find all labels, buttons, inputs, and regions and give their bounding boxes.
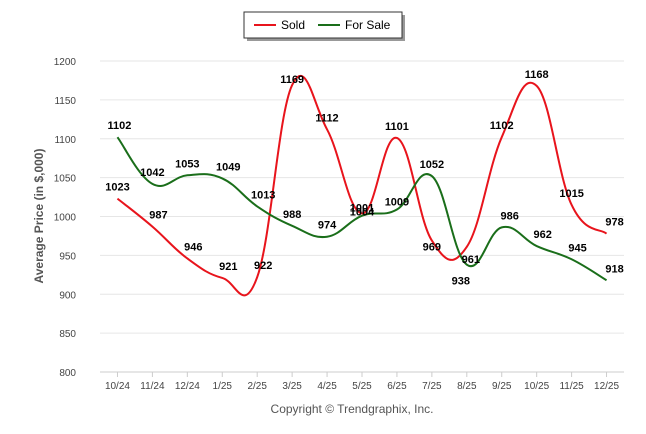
series-lines: [116, 75, 608, 297]
y-tick-label: 900: [59, 290, 76, 301]
y-tick-label: 1100: [54, 135, 76, 146]
x-tick-label: 12/25: [594, 381, 619, 392]
data-label-for-sale: 918: [605, 263, 623, 275]
series-line-sold: [116, 75, 608, 297]
data-label-for-sale: 1009: [385, 197, 409, 209]
data-label-for-sale: 1052: [420, 159, 444, 171]
x-tick-label: 10/24: [105, 381, 130, 392]
data-label-for-sale: 1049: [216, 161, 240, 173]
y-axis-ticks: 800 850 900 950 1000 1050 1100 1150 1200: [54, 57, 77, 379]
y-tick-label: 1200: [54, 57, 77, 68]
legend-label-for-sale: For Sale: [345, 18, 391, 32]
data-label-sold: 921: [219, 261, 237, 273]
x-tick-label: 6/25: [387, 381, 407, 392]
y-tick-label: 1050: [54, 174, 77, 185]
y-tick-label: 800: [59, 368, 76, 379]
data-label-for-sale: 945: [568, 242, 586, 254]
data-label-sold: 946: [184, 241, 202, 253]
x-axis-ticks: 10/24 11/24 12/24 1/25 2/25 3/25 4/25 5/25 6/25 7…: [105, 372, 619, 392]
data-label-for-sale: 988: [283, 209, 301, 221]
x-tick-label: 1/25: [213, 381, 233, 392]
x-tick-label: 4/25: [317, 381, 337, 392]
data-label-sold: 978: [605, 217, 623, 229]
y-tick-label: 1000: [54, 213, 77, 224]
data-label-for-sale: 1001: [350, 203, 374, 215]
y-tick-label: 950: [59, 251, 76, 262]
data-label-sold: 961: [462, 254, 480, 266]
data-label-for-sale: 974: [318, 220, 337, 232]
series-line-for-sale: [116, 136, 608, 282]
data-label-sold: 1112: [315, 112, 338, 124]
data-label-for-sale: 1102: [108, 120, 132, 132]
x-tick-label: 2/25: [247, 381, 267, 392]
x-tick-label: 12/24: [175, 381, 200, 392]
y-tick-label: 850: [59, 329, 76, 340]
x-tick-label: 5/25: [352, 381, 372, 392]
data-label-for-sale: 1013: [251, 189, 275, 201]
data-label-sold: 1004: [350, 206, 375, 218]
legend-label-sold: Sold: [281, 18, 305, 32]
legend: Sold For Sale: [243, 11, 405, 41]
data-label-sold: 1015: [559, 188, 583, 200]
x-tick-label: 11/25: [559, 381, 584, 392]
data-label-sold: 1101: [385, 121, 409, 133]
data-label-for-sale: 986: [501, 210, 519, 222]
data-labels: 1023 987 946 921 922 1169 1112 1004 1101 969 961 11…: [105, 69, 623, 288]
x-tick-label: 7/25: [422, 381, 442, 392]
data-label-sold: 922: [254, 260, 272, 272]
x-tick-label: 11/24: [140, 381, 165, 392]
data-label-sold: 1169: [280, 74, 304, 86]
x-tick-label: 9/25: [492, 381, 512, 392]
data-label-sold: 969: [423, 242, 441, 254]
x-tick-label: 10/25: [524, 381, 549, 392]
copyright-footer: Copyright © Trendgraphix, Inc.: [271, 402, 434, 416]
y-axis-label: Average Price (in $,000): [32, 149, 46, 284]
y-tick-label: 1150: [54, 96, 76, 107]
data-label-sold: 1168: [525, 69, 549, 81]
data-label-sold: 987: [149, 210, 167, 222]
data-label-for-sale: 1053: [175, 158, 199, 170]
data-label-sold: 1023: [105, 182, 129, 194]
data-label-sold: 1102: [490, 120, 514, 132]
data-label-for-sale: 1042: [140, 167, 164, 179]
x-tick-label: 8/25: [457, 381, 477, 392]
data-label-for-sale: 962: [533, 229, 551, 241]
data-label-for-sale: 938: [452, 276, 470, 288]
x-tick-label: 3/25: [282, 381, 302, 392]
